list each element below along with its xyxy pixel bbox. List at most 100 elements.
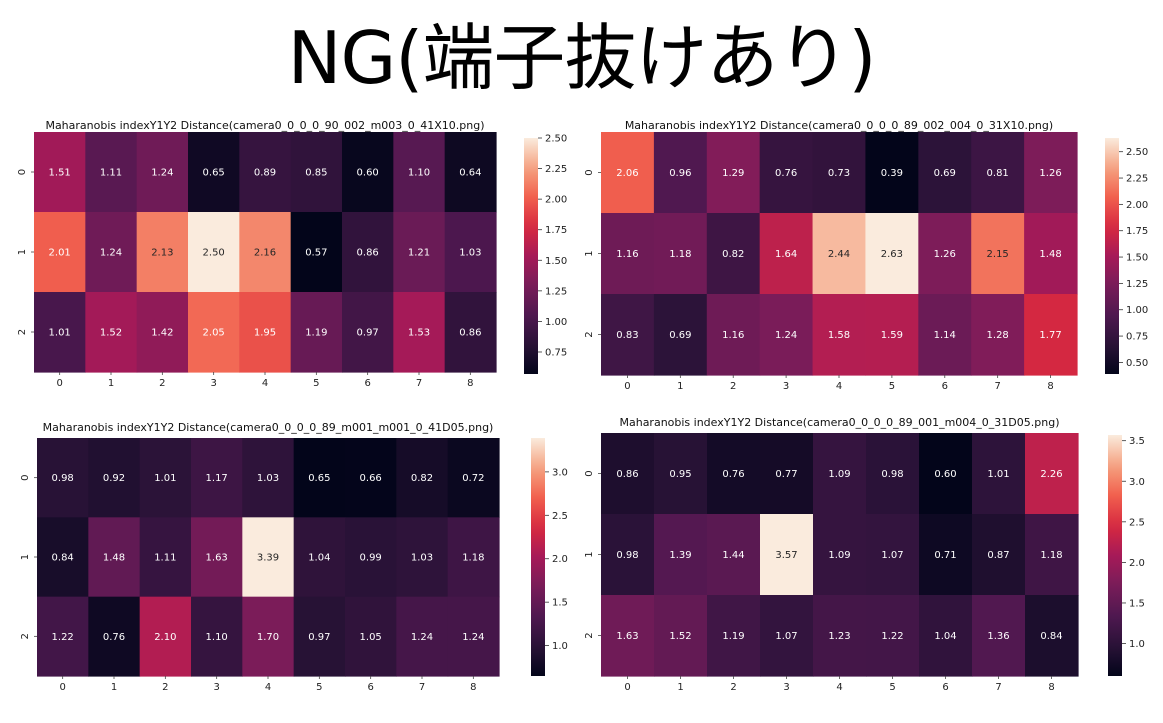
chart-title: Maharanobis indexY1Y2 Distance(camera0_0… [619, 416, 1059, 429]
heatmap-cell-r0-c5 [290, 132, 343, 213]
cell-value-label-r0-c5: 0.85 [305, 168, 327, 179]
heatmap-cell-r0-c8 [447, 438, 500, 518]
heatmap-cell-r0-c3 [760, 433, 814, 515]
x-tick-label-6: 6 [367, 682, 373, 693]
heatmap-cell-r2-c8 [1025, 595, 1079, 677]
heatmap-cell-r2-c4 [813, 595, 867, 677]
cell-value-label-r0-c2: 1.24 [151, 168, 173, 179]
x-tick-label-0: 0 [59, 682, 65, 693]
heatmap-cell-r0-c4 [813, 433, 867, 515]
heatmap-cell-r1-c0 [34, 212, 86, 293]
heatmap-cell-r0-c6 [919, 433, 973, 515]
cell-value-label-r2-c0: 0.83 [616, 330, 638, 341]
heatmap-cell-r2-c1 [85, 292, 138, 373]
cell-value-label-r1-c2: 1.11 [154, 553, 176, 564]
cell-value-label-r0-c6: 0.60 [357, 168, 379, 179]
heatmap-cell-r2-c0 [601, 294, 655, 376]
cell-value-label-r2-c1: 0.76 [103, 632, 125, 643]
heatmap-cell-r1-c7 [972, 514, 1026, 596]
cell-value-label-r2-c8: 1.24 [462, 632, 484, 643]
colorbar-tick-label-6: 2.25 [545, 164, 567, 175]
x-tick-label-1: 1 [677, 381, 683, 392]
heatmap-cell-r1-c8 [447, 517, 500, 598]
cell-value-label-r1-c7: 1.21 [408, 248, 430, 259]
colorbar-tick-label-2: 2.0 [1129, 558, 1145, 569]
cell-value-label-r2-c7: 1.36 [987, 631, 1009, 642]
heatmap-cell-r0-c7 [396, 438, 449, 518]
colorbar-tick-label-3: 1.25 [1126, 279, 1148, 290]
cell-value-label-r2-c3: 1.10 [206, 632, 228, 643]
colorbar-tick-label-3: 2.5 [552, 511, 568, 522]
heatmap-cell-r1-c8 [1024, 213, 1078, 295]
heatmap-cell-r0-c6 [342, 132, 394, 213]
heatmap-cell-r1-c3 [188, 212, 240, 293]
heatmap-cell-r2-c3 [760, 595, 814, 677]
heatmap-svg: Maharanobis indexY1Y2 Distance(camera0_0… [584, 416, 1145, 693]
x-tick-label-6: 6 [942, 381, 948, 392]
x-tick-label-5: 5 [889, 381, 895, 392]
cell-value-label-r1-c0: 0.98 [616, 550, 638, 561]
cell-value-label-r1-c5: 1.07 [881, 550, 903, 561]
heatmap-cell-r0-c4 [242, 438, 295, 518]
heatmap-cell-r2-c1 [653, 294, 708, 376]
cell-value-label-r1-c3: 1.63 [206, 553, 228, 564]
y-tick-label-2: 2 [17, 329, 28, 335]
cell-value-label-r0-c1: 0.92 [103, 473, 125, 484]
cell-value-label-r2-c8: 0.84 [1040, 631, 1062, 642]
heatmap-cell-r0-c2 [136, 132, 189, 213]
colorbar-tick-label-5: 2.00 [545, 195, 567, 206]
heatmap-cell-r2-c3 [188, 292, 240, 373]
heatmap-cell-r2-c0 [34, 292, 86, 373]
colorbar-tick-label-5: 3.5 [1129, 436, 1145, 447]
cell-value-label-r2-c6: 1.05 [360, 632, 382, 643]
cell-value-label-r2-c3: 1.24 [775, 330, 797, 341]
heatmap-cell-r0-c0 [601, 132, 655, 214]
cell-value-label-r1-c3: 3.57 [775, 550, 797, 561]
heatmap-cell-r2-c7 [972, 595, 1026, 677]
heatmap-cell-r2-c5 [290, 292, 343, 373]
y-tick-label-2: 2 [20, 633, 31, 639]
y-tick-label-1: 1 [584, 551, 595, 557]
colorbar-tick-label-0: 1.0 [552, 641, 568, 652]
heatmap-cell-r1-c6 [918, 213, 972, 295]
heatmap-cell-r0-c0 [34, 132, 86, 213]
heatmap-cell-r1-c8 [444, 212, 497, 293]
x-tick-label-6: 6 [364, 378, 370, 389]
colorbar-tick-label-7: 2.25 [1126, 174, 1148, 185]
y-tick-label-2: 2 [584, 331, 595, 337]
cell-value-label-r2-c5: 0.97 [308, 632, 330, 643]
x-tick-label-7: 7 [416, 378, 422, 389]
cell-value-label-r0-c1: 0.95 [669, 469, 691, 480]
heatmap-cell-r1-c8 [1025, 514, 1079, 596]
cell-value-label-r2-c4: 1.95 [254, 328, 276, 339]
cell-value-label-r2-c4: 1.70 [257, 632, 279, 643]
heatmap-cell-r2-c7 [393, 292, 446, 373]
heatmap-cell-r1-c6 [919, 514, 973, 596]
x-tick-label-7: 7 [419, 682, 425, 693]
heatmap-cell-r1-c0 [37, 517, 89, 598]
heatmap-cell-r1-c2 [139, 517, 192, 598]
x-tick-label-2: 2 [730, 381, 736, 392]
cell-value-label-r2-c3: 2.05 [203, 328, 225, 339]
y-tick-label-0: 0 [584, 470, 595, 476]
cell-value-label-r0-c7: 1.01 [987, 469, 1009, 480]
cell-value-label-r1-c7: 1.03 [411, 553, 433, 564]
heatmap-cell-r0-c1 [88, 438, 141, 518]
cell-value-label-r0-c4: 0.89 [254, 168, 276, 179]
colorbar-tick-label-4: 3.0 [552, 467, 568, 478]
colorbar-tick-label-1: 1.5 [1129, 598, 1145, 609]
cell-value-label-r1-c8: 1.18 [1040, 550, 1062, 561]
cell-value-label-r0-c6: 0.69 [934, 168, 956, 179]
x-tick-label-7: 7 [995, 682, 1001, 693]
cell-value-label-r2-c2: 1.19 [722, 631, 744, 642]
heatmap-cell-r1-c3 [759, 213, 814, 295]
chart-title: Maharanobis indexY1Y2 Distance(camera0_0… [625, 119, 1053, 132]
cell-value-label-r1-c8: 1.48 [1039, 249, 1061, 260]
cell-value-label-r0-c5: 0.98 [881, 469, 903, 480]
cell-value-label-r1-c2: 2.13 [151, 248, 173, 259]
cell-value-label-r0-c2: 1.29 [722, 168, 744, 179]
heatmap-cell-r0-c8 [444, 132, 497, 213]
cell-value-label-r1-c0: 0.84 [52, 553, 74, 564]
heatmap-cell-r1-c3 [191, 517, 243, 598]
cell-value-label-r1-c8: 1.18 [462, 553, 484, 564]
